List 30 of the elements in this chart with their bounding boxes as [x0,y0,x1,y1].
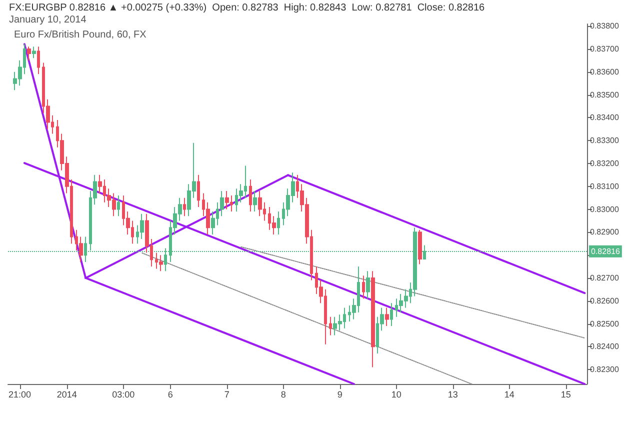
y-tick-label: 0.82300 [590,365,620,374]
x-tick-label: 15 [560,390,571,400]
y-tick-label: 0.82400 [590,342,620,352]
y-tick-label: 0.82500 [590,319,620,328]
x-tick-label: 8 [280,390,286,400]
y-tick-label: 0.83500 [590,90,620,100]
y-tick-label: 0.82600 [590,296,620,306]
chart-title: FX:EURGBP 0.82816 ▲ +0.00275 (+0.33%) Open: 0.82783 High: 0.82843 Low: 0.82781 Close: 0.82816 [9,2,486,14]
y-tick-label: 0.83100 [590,182,620,191]
chart-subtitle: January 10, 2014 [9,14,87,26]
y-tick-label: 0.83000 [590,204,620,214]
y-tick-label: 0.83600 [590,67,620,76]
annotation: Euro Fx/British Pound, 60, FX [14,30,147,40]
y-tick-label: 0.82900 [590,228,620,237]
y-tick-label: 0.83400 [590,113,620,122]
x-tick-label: 03:00 [112,390,135,400]
y-tick-label: 0.82700 [590,273,620,282]
x-tick-label: 7 [224,390,230,400]
y-tick-label: 0.83300 [590,136,620,146]
ref-line-label: 0.82816 [591,246,620,256]
y-tick-label: 0.83200 [590,158,620,168]
x-tick-label: 10 [391,390,402,400]
y-tick-label: 0.83700 [590,44,620,54]
x-tick-label: 14 [504,390,514,400]
x-tick-label: 21:00 [8,390,32,400]
x-tick-label: 6 [168,390,173,400]
y-tick-label: 0.83800 [590,22,620,31]
x-tick-label: 9 [337,390,342,400]
x-tick-label: 13 [448,390,458,400]
x-tick-label: 2014 [56,390,77,400]
